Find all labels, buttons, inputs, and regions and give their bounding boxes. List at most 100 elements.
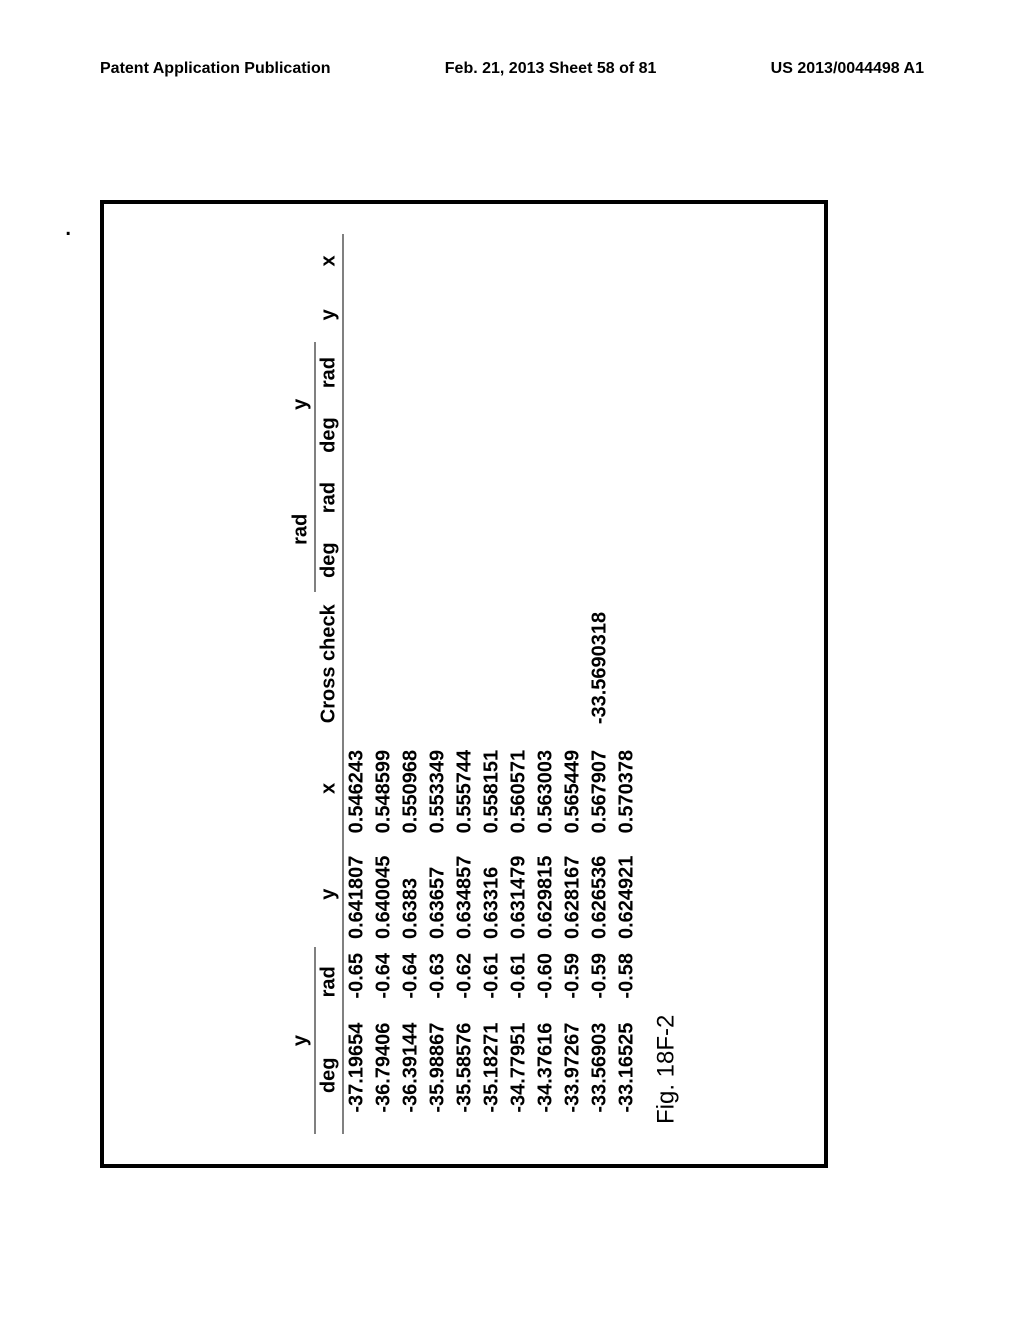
cell-x: 0.563003 xyxy=(533,736,560,842)
cell-empty xyxy=(398,528,425,591)
cell-cross xyxy=(614,592,641,736)
cell-rad: -0.61 xyxy=(506,947,533,1017)
table-row: -34.37616-0.600.6298150.563003 xyxy=(533,234,560,1134)
cell-empty xyxy=(371,467,398,529)
cell-empty xyxy=(371,528,398,591)
cell-empty xyxy=(425,234,452,288)
cell-y: 0.628167 xyxy=(560,841,587,947)
cell-rad: -0.64 xyxy=(398,947,425,1017)
cell-empty xyxy=(425,528,452,591)
cell-x: 0.546243 xyxy=(343,736,371,842)
cell-cross xyxy=(452,592,479,736)
cell-empty xyxy=(371,288,398,342)
table-row: -36.39144-0.640.63830.550968 xyxy=(398,234,425,1134)
table-row: -33.56903-0.590.6265360.567907-33.569031… xyxy=(587,234,614,1134)
cell-x: 0.555744 xyxy=(452,736,479,842)
cell-empty xyxy=(614,288,641,342)
cell-empty xyxy=(587,342,614,404)
col-header-y2: y xyxy=(315,288,343,342)
cell-cross xyxy=(371,592,398,736)
cell-empty xyxy=(343,403,371,466)
cell-empty xyxy=(398,467,425,529)
cell-empty xyxy=(560,403,587,466)
data-table: y rad y deg rad y x Cross check deg r xyxy=(288,234,641,1134)
cell-empty xyxy=(614,528,641,591)
cell-empty xyxy=(587,403,614,466)
table-row: -35.98867-0.630.636570.553349 xyxy=(425,234,452,1134)
cell-empty xyxy=(343,467,371,529)
cell-y: 0.626536 xyxy=(587,841,614,947)
cell-x: 0.548599 xyxy=(371,736,398,842)
col-header-y: y xyxy=(315,841,343,947)
cell-y: 0.63657 xyxy=(425,841,452,947)
cell-empty xyxy=(614,234,641,288)
cell-cross: -33.5690318 xyxy=(587,592,614,736)
cell-cross xyxy=(560,592,587,736)
cell-x: 0.550968 xyxy=(398,736,425,842)
col-header-x: x xyxy=(315,736,343,842)
cell-x: 0.560571 xyxy=(506,736,533,842)
cell-deg: -33.16525 xyxy=(614,1017,641,1134)
cell-empty xyxy=(425,288,452,342)
cell-empty xyxy=(398,342,425,404)
table-row: -35.58576-0.620.6348570.555744 xyxy=(452,234,479,1134)
table-row: -34.77951-0.610.6314790.560571 xyxy=(506,234,533,1134)
cell-empty xyxy=(506,467,533,529)
cell-empty xyxy=(398,234,425,288)
header-center: Feb. 21, 2013 Sheet 58 of 81 xyxy=(445,60,657,78)
cell-empty xyxy=(398,288,425,342)
cell-empty xyxy=(398,403,425,466)
cell-empty xyxy=(425,403,452,466)
cell-deg: -37.19654 xyxy=(343,1017,371,1134)
cell-x: 0.553349 xyxy=(425,736,452,842)
cell-empty xyxy=(614,467,641,529)
cell-empty xyxy=(533,467,560,529)
col-header-crosscheck: Cross check xyxy=(315,592,343,736)
cell-empty xyxy=(343,288,371,342)
cell-rad: -0.59 xyxy=(560,947,587,1017)
cell-empty xyxy=(479,288,506,342)
group-header-row: y rad y xyxy=(288,234,316,1134)
header-left: Patent Application Publication xyxy=(100,60,331,78)
col-header-rad2: rad xyxy=(315,467,343,529)
cell-empty xyxy=(452,288,479,342)
cell-empty xyxy=(533,528,560,591)
cell-empty xyxy=(425,342,452,404)
cell-deg: -35.98867 xyxy=(425,1017,452,1134)
cell-empty xyxy=(371,234,398,288)
cell-empty xyxy=(614,342,641,404)
cell-cross xyxy=(533,592,560,736)
cell-empty xyxy=(560,528,587,591)
table-body: -37.19654-0.650.6418070.546243-36.79406-… xyxy=(343,234,641,1134)
cell-y: 0.6383 xyxy=(398,841,425,947)
cell-y: 0.641807 xyxy=(343,841,371,947)
cell-cross xyxy=(425,592,452,736)
cell-x: 0.558151 xyxy=(479,736,506,842)
cell-empty xyxy=(479,403,506,466)
cell-empty xyxy=(343,528,371,591)
col-header-deg2: deg xyxy=(315,528,343,591)
group-header-y1: y xyxy=(288,947,316,1134)
cell-empty xyxy=(479,528,506,591)
cell-empty xyxy=(533,288,560,342)
cell-empty xyxy=(506,288,533,342)
cell-rad: -0.60 xyxy=(533,947,560,1017)
col-header-deg1: deg xyxy=(315,1017,343,1134)
cell-deg: -34.37616 xyxy=(533,1017,560,1134)
cell-empty xyxy=(479,342,506,404)
cell-y: 0.631479 xyxy=(506,841,533,947)
group-header-rad: rad xyxy=(288,467,316,592)
cell-deg: -36.39144 xyxy=(398,1017,425,1134)
cell-cross xyxy=(398,592,425,736)
cell-deg: -35.58576 xyxy=(452,1017,479,1134)
table-row: -37.19654-0.650.6418070.546243 xyxy=(343,234,371,1134)
cell-x: 0.567907 xyxy=(587,736,614,842)
cell-y: 0.629815 xyxy=(533,841,560,947)
cell-empty xyxy=(479,234,506,288)
cell-cross xyxy=(506,592,533,736)
cell-empty xyxy=(452,528,479,591)
cell-empty xyxy=(371,403,398,466)
sub-header-row: deg rad y x Cross check deg rad deg rad … xyxy=(315,234,343,1134)
cell-y: 0.634857 xyxy=(452,841,479,947)
cell-empty xyxy=(506,528,533,591)
